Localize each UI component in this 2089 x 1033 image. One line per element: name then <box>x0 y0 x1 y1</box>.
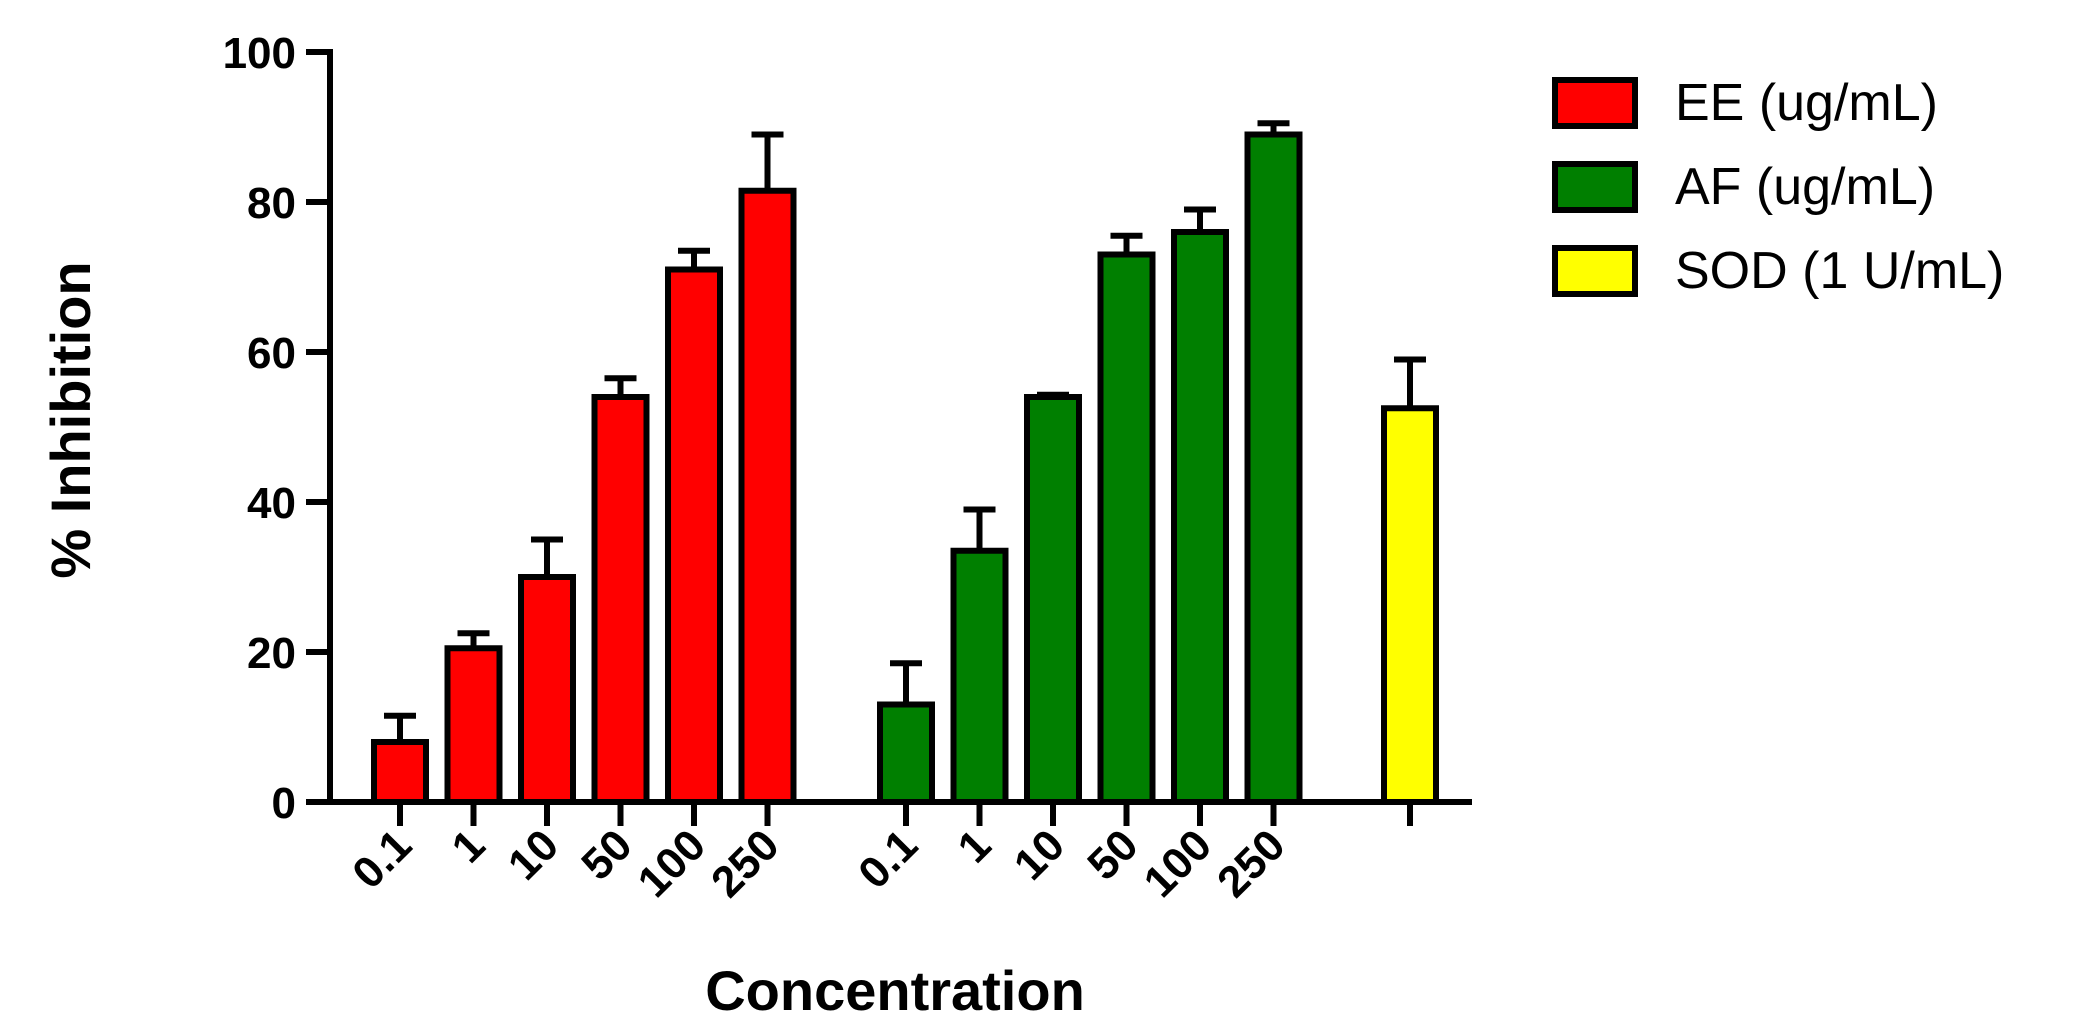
y-tick-label: 60 <box>247 329 296 378</box>
x-tick-label: 250 <box>1208 820 1295 907</box>
y-tick-label: 80 <box>247 179 296 228</box>
legend: EE (ug/mL) AF (ug/mL) SOD (1 U/mL) <box>1552 74 2004 300</box>
x-tick-label: 10 <box>499 820 568 889</box>
x-tick-label: 1 <box>443 820 495 872</box>
bar <box>950 547 1009 805</box>
bar <box>1097 251 1156 805</box>
x-tick-label: 50 <box>572 820 641 889</box>
y-tick-label: 20 <box>247 629 296 678</box>
x-tick-label: 100 <box>629 820 716 907</box>
x-axis-title: Concentration <box>705 959 1085 1022</box>
bar <box>665 266 723 805</box>
x-tick-label: 0.1 <box>849 820 927 898</box>
y-tick-label: 0 <box>272 779 296 828</box>
bar <box>1381 405 1439 805</box>
bar <box>518 574 576 805</box>
bar <box>371 739 429 805</box>
x-tick-label: 250 <box>702 820 789 907</box>
y-axis-title: % Inhibition <box>39 261 102 578</box>
bar <box>877 701 935 805</box>
legend-label: EE (ug/mL) <box>1675 74 1938 132</box>
legend-swatch <box>1552 161 1638 213</box>
bar <box>591 394 650 805</box>
bar <box>738 187 797 805</box>
x-tick-label: 1 <box>949 820 1001 872</box>
x-tick-label: 10 <box>1005 820 1074 889</box>
legend-label: AF (ug/mL) <box>1675 158 1935 216</box>
legend-swatch <box>1552 77 1638 129</box>
legend-label: SOD (1 U/mL) <box>1675 242 2004 300</box>
y-tick-labels: 0 20 40 60 80 100 <box>223 29 296 828</box>
x-tick-label: 0.1 <box>343 820 421 898</box>
bar <box>1244 131 1303 805</box>
x-tick-label: 50 <box>1078 820 1147 889</box>
x-tick-label: 100 <box>1135 820 1222 907</box>
bar <box>444 645 503 805</box>
y-tick-label: 40 <box>247 479 296 528</box>
legend-swatch <box>1552 245 1638 297</box>
error-bars <box>384 120 1426 742</box>
y-tick-label: 100 <box>223 29 296 78</box>
bar <box>1171 229 1229 805</box>
bar <box>1024 394 1082 805</box>
